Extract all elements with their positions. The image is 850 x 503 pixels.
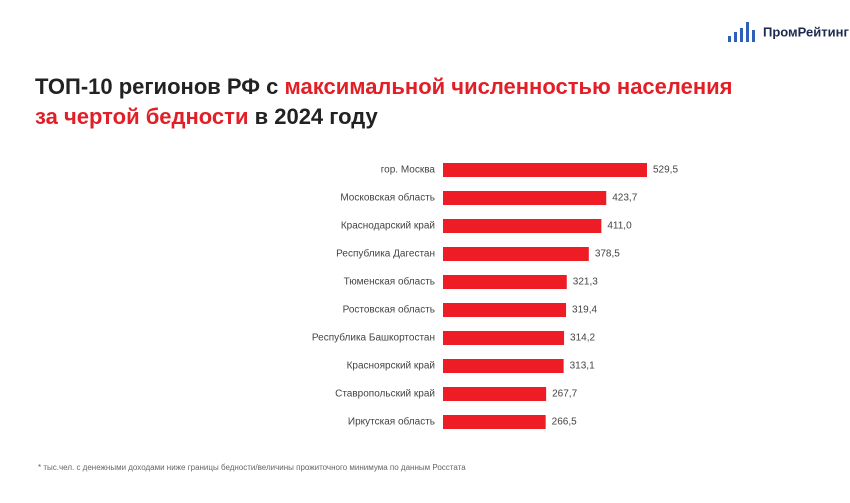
- logo: ПромРейтинг: [763, 24, 849, 39]
- footnote: * тыс.чел. с денежными доходами ниже гра…: [38, 463, 466, 472]
- bar: [443, 331, 565, 345]
- bar: [443, 415, 546, 429]
- category-label: Красноярский край: [347, 361, 435, 372]
- bar: [443, 359, 564, 373]
- category-label: Республика Башкортостан: [312, 332, 435, 344]
- logo-icon: [728, 22, 755, 42]
- chart-title: за чертой бедности в 2024 году: [35, 104, 379, 129]
- bar: [443, 191, 607, 205]
- title-part: ТОП-10 регионов РФ с: [35, 74, 285, 99]
- value-label: 266,5: [552, 417, 577, 428]
- category-label: Республика Дагестан: [336, 248, 435, 260]
- value-label: 321,3: [573, 277, 598, 288]
- bar: [443, 275, 567, 289]
- category-label: Ставропольский край: [335, 389, 435, 400]
- category-label: Ростовская область: [343, 304, 435, 316]
- bar: [443, 303, 567, 317]
- value-label: 529,5: [653, 165, 678, 176]
- category-label: Тюменская область: [344, 276, 435, 288]
- value-label: 319,4: [572, 305, 597, 316]
- bar: [443, 387, 547, 401]
- chart-title: ТОП-10 регионов РФ с максимальной числен…: [35, 74, 732, 99]
- value-label: 314,2: [570, 333, 595, 344]
- value-label: 378,5: [595, 249, 620, 260]
- bar: [443, 219, 602, 233]
- title-part: в 2024 году: [248, 104, 378, 129]
- category-label: Московская область: [340, 192, 435, 204]
- value-label: 411,0: [607, 221, 632, 232]
- title-part: максимальной численностью населения: [285, 74, 733, 99]
- title-part: за чертой бедности: [35, 104, 248, 129]
- category-label: Краснодарский край: [341, 221, 435, 232]
- value-label: 423,7: [612, 193, 637, 204]
- value-label: 267,7: [552, 389, 577, 400]
- value-label: 313,1: [570, 361, 595, 372]
- category-label: Иркутская область: [348, 416, 435, 428]
- bar: [443, 247, 589, 261]
- category-label: гор. Москва: [381, 165, 436, 176]
- bar: [443, 163, 647, 177]
